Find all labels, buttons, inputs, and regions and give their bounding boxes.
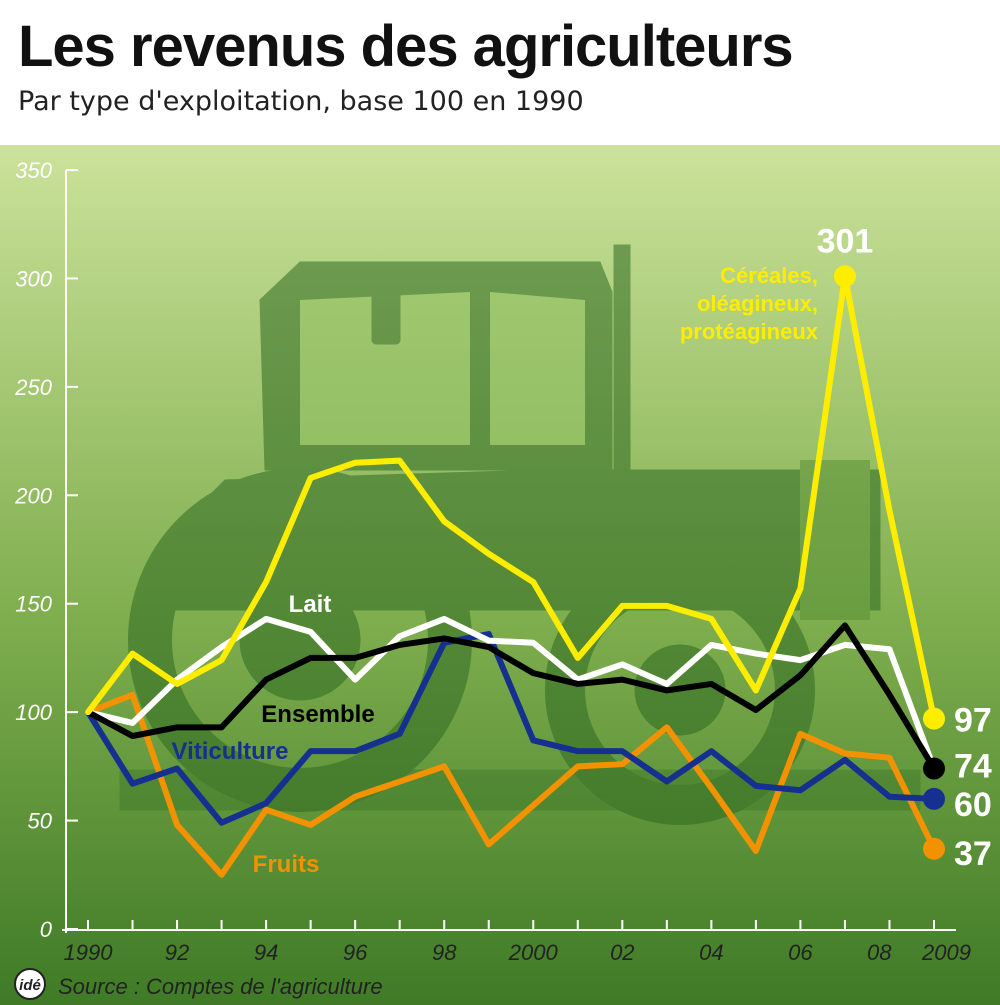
series-label-viticulture: Viticulture — [172, 738, 289, 765]
x-tick-label: 2000 — [508, 940, 559, 965]
tractor-mirror — [371, 291, 401, 345]
series-label-ensemble: Ensemble — [261, 701, 374, 728]
y-tick-label: 300 — [15, 266, 52, 291]
tractor-rear-hub — [239, 579, 361, 701]
chart-title: Les revenus des agriculteurs — [18, 14, 794, 79]
tractor-front-wheel — [545, 555, 815, 825]
y-tick-label: 350 — [15, 158, 52, 183]
x-tick-label: 06 — [788, 940, 813, 965]
x-tick-label: 1990 — [64, 940, 114, 965]
end-value-ensemble: 74 — [954, 748, 992, 786]
series-line-ensemble — [85, 622, 937, 772]
income-line-chart: 0 50 100 150 200 250 300 350 1990 92 94 96 98 2000 02 0… — [0, 145, 1000, 1005]
end-value-viticulture: 60 — [954, 786, 992, 824]
end-marker-cereales — [923, 707, 945, 730]
y-tick-label: 100 — [15, 700, 52, 725]
peak-value-cereales: 301 — [817, 222, 874, 260]
source-note: Source : Comptes de l'agriculture — [58, 974, 383, 999]
series-line-cereales — [85, 273, 937, 722]
y-tick-label: 250 — [14, 375, 52, 400]
x-tick-label: 94 — [254, 940, 278, 965]
x-tick-label: 08 — [867, 940, 892, 965]
x-tick-label: 98 — [432, 940, 457, 965]
tractor-exhaust — [613, 244, 631, 476]
chart-subtitle: Par type d'exploitation, base 100 en 199… — [18, 86, 584, 117]
y-tick-label: 200 — [14, 483, 52, 508]
tractor-grille — [800, 460, 870, 620]
series-label-lait: Lait — [289, 591, 332, 618]
publisher-logo-text: idé — [19, 977, 41, 994]
series-label-cereales: oléagineux, — [697, 291, 818, 316]
series-label-cereales: Céréales, — [720, 263, 818, 288]
series-line-fruits — [85, 691, 937, 878]
x-tick-label: 02 — [610, 940, 634, 965]
tractor-illustration — [119, 244, 921, 825]
publisher-logo — [14, 968, 46, 1000]
end-value-cereales: 97 — [954, 702, 992, 740]
tractor-window-left — [300, 292, 470, 445]
end-marker-viticulture — [923, 787, 945, 810]
end-marker-fruits — [923, 837, 945, 860]
y-tick-label: 0 — [40, 917, 53, 942]
x-tick-label: 04 — [699, 940, 723, 965]
x-tick-label: 92 — [165, 940, 189, 965]
axes: 0 50 100 150 200 250 300 350 1990 92 94 96 98 2000 02 0… — [14, 158, 971, 965]
end-value-fruits: 37 — [954, 835, 992, 873]
x-tick-label: 2009 — [921, 940, 971, 965]
y-tick-label: 50 — [28, 809, 53, 834]
tractor-window-right — [490, 292, 585, 445]
end-marker-ensemble — [923, 757, 945, 780]
peak-marker-cereales — [833, 265, 856, 288]
series-label-cereales: protéagineux — [680, 319, 819, 344]
x-tick-label: 96 — [343, 940, 368, 965]
series-line-viticulture — [85, 631, 937, 826]
series-label-fruits: Fruits — [253, 851, 320, 878]
y-tick-label: 150 — [15, 592, 52, 617]
